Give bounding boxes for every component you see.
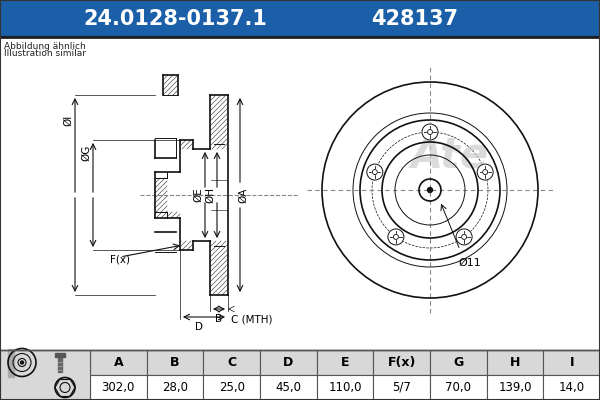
Bar (373, 375, 430, 400)
Text: 25,0: 25,0 (218, 381, 245, 394)
Text: ®: ® (450, 145, 461, 155)
Text: 24.0128-0137.1: 24.0128-0137.1 (83, 9, 267, 29)
Circle shape (388, 229, 404, 245)
Bar (260, 375, 317, 400)
Circle shape (367, 164, 383, 180)
Bar (317, 350, 373, 375)
Text: F(x): F(x) (388, 356, 416, 369)
Bar (0, 37, 600, 350)
Bar (203, 375, 260, 400)
Text: A: A (113, 356, 123, 369)
Bar (8, 348, 14, 376)
Bar (0, 0, 600, 37)
Text: G: G (453, 356, 463, 369)
Text: 5/7: 5/7 (392, 381, 411, 394)
Text: 428137: 428137 (371, 9, 458, 29)
Bar (317, 375, 373, 400)
Bar (487, 375, 544, 400)
Text: B: B (170, 356, 180, 369)
Text: E: E (341, 356, 349, 369)
Circle shape (322, 82, 538, 298)
Bar (146, 350, 203, 375)
Circle shape (456, 229, 472, 245)
Circle shape (482, 170, 488, 174)
Text: C (MTH): C (MTH) (231, 314, 272, 324)
Circle shape (422, 124, 438, 140)
Text: 139,0: 139,0 (498, 381, 532, 394)
Text: B: B (215, 314, 223, 324)
Bar (146, 375, 203, 400)
Circle shape (477, 164, 493, 180)
Bar (90, 375, 146, 400)
Bar (0, 350, 90, 400)
Bar (55, 353, 65, 357)
Text: ØA: ØA (238, 187, 248, 203)
Text: 302,0: 302,0 (101, 381, 135, 394)
Circle shape (461, 234, 467, 240)
Text: Illustration similar: Illustration similar (4, 49, 86, 58)
Text: D: D (283, 356, 293, 369)
Text: I: I (569, 356, 574, 369)
Bar (58, 354, 62, 372)
Circle shape (394, 234, 398, 240)
Text: Ø11: Ø11 (458, 258, 481, 268)
Text: 28,0: 28,0 (162, 381, 188, 394)
Text: Ate: Ate (411, 134, 489, 176)
Bar (430, 375, 487, 400)
Text: D: D (195, 322, 203, 332)
Bar (260, 350, 317, 375)
Bar (544, 350, 600, 375)
Text: ØE: ØE (193, 188, 203, 202)
Text: 45,0: 45,0 (275, 381, 301, 394)
Text: 110,0: 110,0 (328, 381, 362, 394)
Text: C: C (227, 356, 236, 369)
Text: Abbildung ähnlich: Abbildung ähnlich (4, 42, 86, 51)
Text: ØH: ØH (205, 187, 215, 203)
Text: F(x): F(x) (110, 255, 130, 265)
Text: ØI: ØI (63, 114, 73, 126)
Circle shape (373, 170, 377, 174)
Text: ØG: ØG (81, 145, 91, 161)
Text: 70,0: 70,0 (445, 381, 472, 394)
Circle shape (427, 130, 433, 134)
Bar (487, 350, 544, 375)
Bar (544, 375, 600, 400)
Circle shape (427, 188, 433, 192)
Circle shape (20, 361, 23, 364)
Bar (203, 350, 260, 375)
Text: H: H (510, 356, 520, 369)
Text: 14,0: 14,0 (559, 381, 585, 394)
Bar (430, 350, 487, 375)
Bar (90, 350, 146, 375)
Bar (373, 350, 430, 375)
